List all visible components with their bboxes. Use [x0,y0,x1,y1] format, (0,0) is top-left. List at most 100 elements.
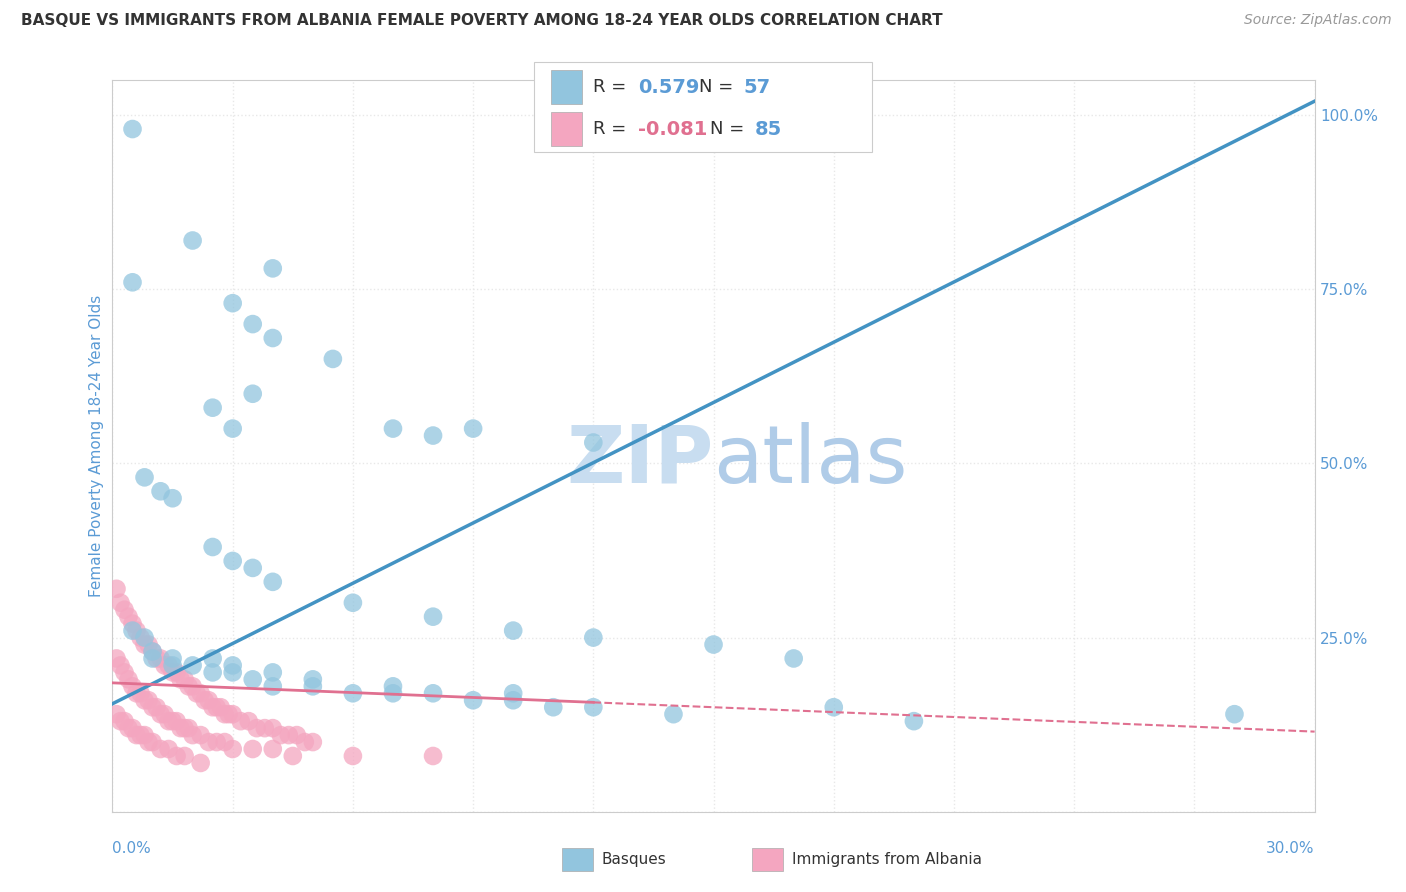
Text: Source: ZipAtlas.com: Source: ZipAtlas.com [1244,13,1392,28]
Point [209,700,232,714]
Point [422,609,444,624]
Point [262,721,284,735]
Point [162,658,184,673]
Point [205,735,228,749]
Point [121,624,143,638]
Point [222,707,245,722]
Point [242,742,264,756]
Point [110,658,132,673]
Point [342,686,364,700]
Point [134,638,156,652]
Point [138,638,160,652]
Point [173,749,195,764]
Point [662,707,685,722]
Point [134,728,156,742]
Point [129,631,152,645]
Text: R =: R = [593,78,633,96]
Point [166,714,188,728]
Text: 0.579: 0.579 [638,78,700,97]
Point [823,700,845,714]
Text: 0.0%: 0.0% [112,841,152,856]
Point [582,700,605,714]
Point [222,742,245,756]
Point [218,707,240,722]
Point [134,470,156,484]
Point [121,721,143,735]
Point [169,673,191,687]
Point [110,714,132,728]
Point [461,693,484,707]
Point [214,707,236,722]
Point [134,693,156,707]
Point [162,651,184,665]
Point [242,317,264,331]
Point [181,234,204,248]
Point [302,673,325,687]
Point [201,651,224,665]
Point [322,351,344,366]
Point [105,651,128,665]
Point [169,721,191,735]
Point [201,401,224,415]
Text: R =: R = [593,120,633,138]
Point [121,616,143,631]
Point [173,721,195,735]
Point [277,728,299,742]
Point [222,421,245,435]
Point [173,673,195,687]
Text: N =: N = [699,78,738,96]
Point [422,428,444,442]
Point [502,686,524,700]
Point [153,658,176,673]
Y-axis label: Female Poverty Among 18-24 Year Olds: Female Poverty Among 18-24 Year Olds [89,295,104,597]
Text: Basques: Basques [602,853,666,867]
Text: N =: N = [710,120,749,138]
Point [121,275,143,289]
Point [149,484,172,499]
Point [141,644,163,658]
Point [582,435,605,450]
Point [145,651,167,665]
Text: BASQUE VS IMMIGRANTS FROM ALBANIA FEMALE POVERTY AMONG 18-24 YEAR OLDS CORRELATI: BASQUE VS IMMIGRANTS FROM ALBANIA FEMALE… [21,13,942,29]
Point [114,665,136,680]
Point [141,644,163,658]
Point [166,665,188,680]
Point [214,735,236,749]
Point [222,665,245,680]
Point [125,624,148,638]
Point [117,609,139,624]
Point [422,749,444,764]
Point [222,658,245,673]
Point [138,693,160,707]
Point [270,728,292,742]
Point [262,679,284,693]
Point [782,651,804,665]
Point [294,735,316,749]
Text: 30.0%: 30.0% [1267,841,1315,856]
Point [382,421,405,435]
Point [461,421,484,435]
Text: atlas: atlas [713,422,908,500]
Point [262,331,284,345]
Point [125,728,148,742]
Point [281,749,304,764]
Text: 57: 57 [744,78,770,97]
Point [121,122,143,136]
Point [242,673,264,687]
Point [141,651,163,665]
Text: 85: 85 [755,120,782,139]
Point [117,721,139,735]
Point [262,665,284,680]
Point [205,700,228,714]
Point [117,673,139,687]
Point [121,679,143,693]
Point [157,658,180,673]
Point [422,686,444,700]
Point [129,728,152,742]
Point [114,714,136,728]
Point [262,742,284,756]
Point [190,686,212,700]
Point [157,714,180,728]
Point [125,686,148,700]
Text: Immigrants from Albania: Immigrants from Albania [792,853,981,867]
